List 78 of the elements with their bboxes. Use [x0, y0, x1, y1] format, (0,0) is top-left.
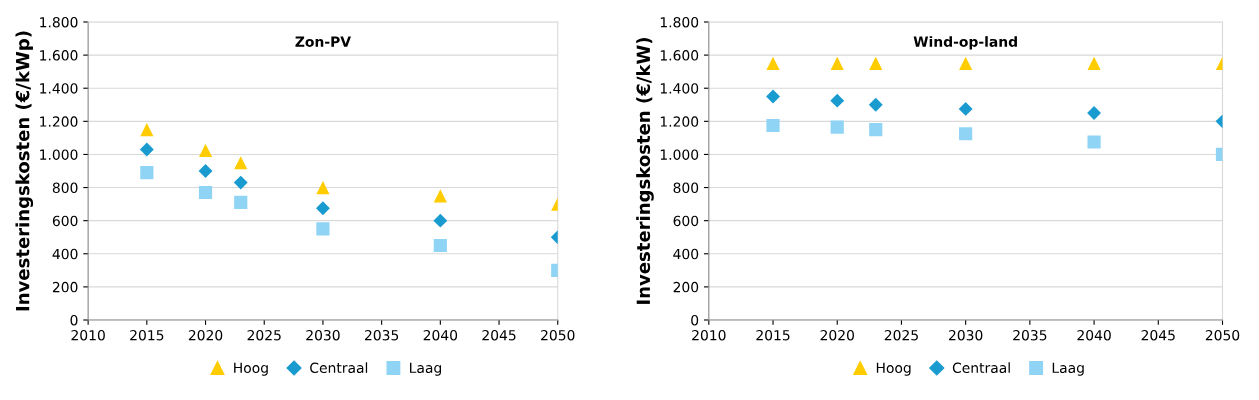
x-tick-label: 2030	[306, 329, 340, 341]
x-tick-label: 2030	[949, 329, 983, 341]
y-tick-label: 800	[52, 182, 78, 194]
point	[234, 156, 248, 170]
point	[830, 120, 844, 134]
y-tick-label: 400	[673, 248, 699, 260]
point	[869, 123, 883, 137]
x-tick-label: 2040	[423, 329, 458, 341]
y-tick-label: 0	[70, 314, 78, 326]
x-tick-label: 2015	[756, 329, 790, 341]
y-axis-title: Investeringskosten (€/kWp)	[15, 31, 34, 311]
y-tick-label: 600	[52, 215, 78, 227]
point	[234, 195, 248, 210]
point	[198, 185, 213, 200]
x-tick-label: 2035	[364, 329, 399, 341]
legend-label: Laag	[410, 362, 441, 376]
legend-label: Hoog	[234, 362, 268, 376]
point	[958, 101, 973, 116]
y-tick-label: 200	[673, 281, 699, 293]
x-tick-label: 2015	[130, 329, 164, 341]
y-tick-label: 800	[673, 182, 699, 194]
point	[869, 56, 883, 70]
y-tick-label: 1.400	[660, 83, 699, 94]
x-tick-label: 2020	[820, 329, 854, 341]
point	[198, 164, 213, 178]
point	[766, 56, 780, 70]
legend-label: Hoog	[876, 362, 911, 376]
point	[433, 238, 447, 253]
point	[198, 143, 213, 157]
point	[868, 97, 883, 112]
x-tick-label: 2025	[884, 329, 918, 341]
legend-label: Centraal	[952, 362, 1010, 374]
y-tick-label: 1.200	[40, 116, 78, 127]
point	[1087, 56, 1101, 70]
point	[433, 189, 447, 203]
point	[315, 201, 330, 216]
y-tick-label: 1.600	[40, 50, 78, 61]
x-tick-label: 2025	[247, 329, 281, 341]
point	[433, 213, 448, 228]
y-tick-label: 1.800	[40, 16, 78, 28]
point	[766, 89, 780, 104]
point	[1087, 135, 1101, 149]
x-tick-label: 2010	[71, 329, 105, 341]
legend-label: Laag	[1052, 362, 1084, 376]
text: Zon-PV	[295, 36, 351, 47]
x-tick-label: 2050	[541, 329, 575, 341]
point	[766, 118, 780, 133]
x-tick-label: 2010	[692, 329, 726, 341]
y-tick-label: 1.000	[40, 149, 78, 160]
point	[140, 123, 154, 137]
point	[316, 222, 330, 236]
point	[959, 127, 973, 141]
point	[830, 93, 845, 108]
point	[316, 180, 330, 195]
x-tick-label: 2050	[1205, 329, 1240, 341]
point	[139, 142, 154, 157]
text: Wind-op-land	[913, 36, 1017, 50]
y-tick-label: 1.800	[660, 16, 699, 28]
y-tick-label: 1.200	[660, 116, 699, 127]
y-tick-label: 400	[52, 248, 78, 260]
x-tick-label: 2045	[482, 329, 516, 341]
legend-label: Centraal	[310, 362, 368, 374]
point	[140, 166, 154, 180]
y-tick-label: 1.600	[660, 50, 699, 61]
x-tick-label: 2035	[1013, 329, 1047, 341]
x-tick-label: 2020	[188, 329, 223, 341]
y-tick-label: 600	[673, 215, 699, 227]
x-tick-label: 2045	[1141, 329, 1175, 341]
x-tick-label: 2040	[1077, 329, 1111, 341]
y-tick-label: 0	[691, 314, 699, 326]
point	[233, 175, 248, 190]
point	[830, 56, 844, 70]
y-axis-title: Investeringskosten (€/kW)	[636, 37, 654, 304]
point	[959, 56, 973, 70]
y-tick-label: 1.000	[660, 149, 699, 160]
y-tick-label: 200	[52, 281, 78, 293]
y-tick-label: 1.400	[40, 83, 78, 94]
point	[1087, 106, 1102, 120]
